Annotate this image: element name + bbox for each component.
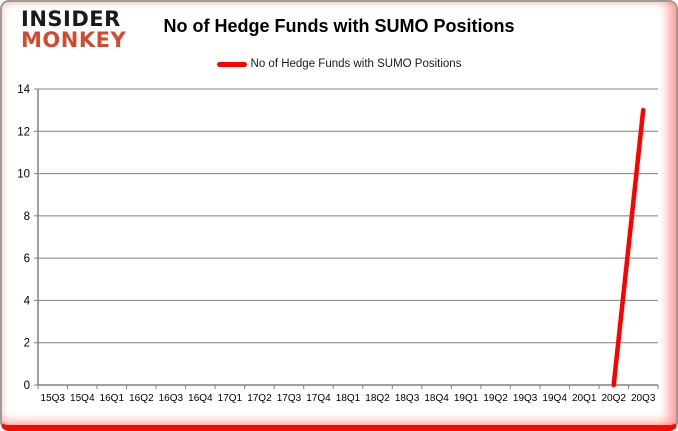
x-tick-label: 18Q2: [365, 393, 390, 404]
logo-line1: INSIDER: [21, 7, 121, 31]
x-tick-label: 16Q3: [159, 393, 184, 404]
y-tick-label: 0: [24, 380, 30, 392]
legend-label: No of Hedge Funds with SUMO Positions: [250, 58, 462, 70]
y-tick-label: 14: [17, 84, 30, 96]
x-tick-label: 17Q1: [218, 393, 243, 404]
x-tick-label: 18Q4: [424, 393, 449, 404]
x-tick-label: 20Q1: [572, 393, 597, 404]
legend: No of Hedge Funds with SUMO Positions: [0, 58, 678, 70]
x-tick-label: 19Q3: [513, 393, 538, 404]
x-tick-label: 16Q1: [100, 393, 125, 404]
x-tick-label: 16Q2: [129, 393, 154, 404]
y-tick-label: 12: [17, 126, 30, 138]
insider-monkey-logo: INSIDER MONKEY: [21, 9, 126, 51]
x-tick-label: 20Q3: [631, 393, 656, 404]
x-tick-label: 19Q2: [483, 393, 508, 404]
y-tick-label: 4: [24, 295, 31, 307]
x-tick-label: 17Q2: [247, 393, 272, 404]
page-title: No of Hedge Funds with SUMO Positions: [163, 16, 515, 36]
legend-line-swatch: [216, 61, 247, 67]
x-tick-label: 15Q4: [70, 393, 95, 404]
x-tick-label: 15Q3: [41, 393, 66, 404]
series-line: [611, 107, 646, 388]
y-tick-label: 10: [17, 169, 30, 181]
x-tick-label: 20Q2: [601, 393, 626, 404]
y-tick-label: 2: [24, 338, 30, 350]
y-tick-label: 6: [24, 253, 30, 265]
x-tick-label: 17Q3: [277, 393, 302, 404]
logo-line2: MONKEY: [21, 28, 127, 52]
x-tick-label: 18Q3: [395, 393, 420, 404]
x-tick-label: 17Q4: [306, 393, 331, 404]
x-tick-label: 19Q4: [542, 393, 567, 404]
y-tick-label: 8: [24, 211, 30, 223]
x-tick-label: 19Q1: [454, 393, 479, 404]
x-tick-label: 18Q1: [336, 393, 361, 404]
x-tick-label: 16Q4: [188, 393, 213, 404]
